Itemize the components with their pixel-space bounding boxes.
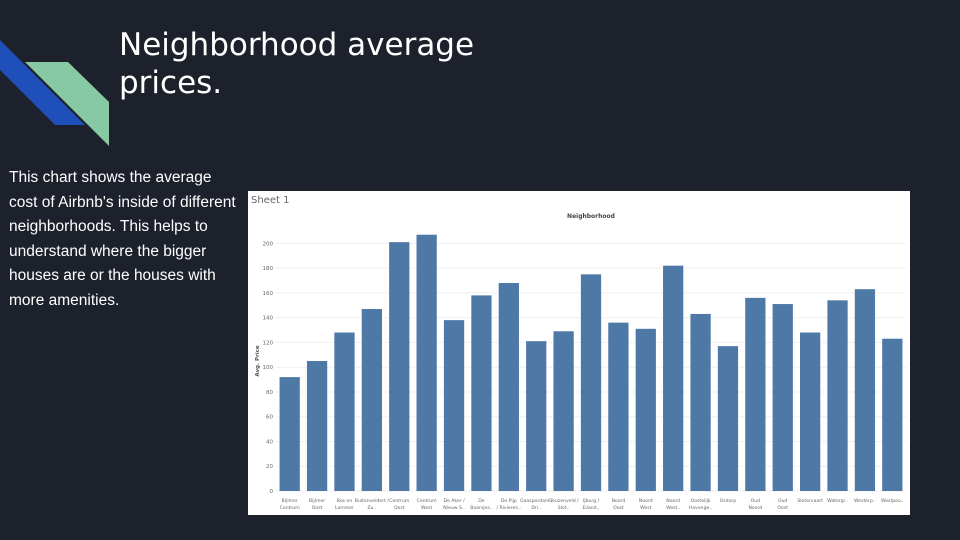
x-tick-label: IJburg / xyxy=(583,498,600,504)
bar xyxy=(334,332,355,491)
x-tick-label: Noord xyxy=(639,498,653,504)
y-axis-label: Avg. Price xyxy=(255,345,261,376)
x-tick-label: De xyxy=(478,498,485,504)
bar xyxy=(306,361,328,491)
bar xyxy=(443,320,465,491)
y-tick-label: 60 xyxy=(266,415,273,421)
bar xyxy=(361,309,383,491)
x-tick-label: Geuzenveld / xyxy=(549,498,580,504)
x-tick-label: Bos en xyxy=(337,498,353,504)
bar xyxy=(389,242,410,491)
x-tick-label: Noord xyxy=(612,498,626,504)
bar xyxy=(635,328,656,491)
y-tick-label: 0 xyxy=(270,489,274,495)
bar xyxy=(553,331,574,491)
bar xyxy=(608,322,629,491)
bar xyxy=(745,297,766,491)
blue-chevron-shape xyxy=(0,40,85,125)
y-tick-label: 80 xyxy=(266,390,273,396)
x-tick-label: Slot.. xyxy=(558,505,570,511)
x-tick-label: Centrum xyxy=(389,498,410,504)
y-tick-label: 160 xyxy=(263,291,274,297)
x-tick-label: Gaasperdam / xyxy=(520,498,553,504)
x-tick-label: Oost xyxy=(312,505,323,511)
bar xyxy=(717,346,739,491)
y-tick-label: 100 xyxy=(263,365,274,371)
x-tick-label: Slotervaart xyxy=(797,498,823,504)
x-tick-label: Zu.. xyxy=(367,505,376,511)
x-tick-label: Oud xyxy=(751,498,761,504)
bar xyxy=(772,304,793,491)
slide-description: This chart shows the average cost of Air… xyxy=(9,169,236,309)
bar xyxy=(663,265,684,491)
x-tick-label: Lommer xyxy=(335,505,354,511)
x-tick-label: Oost xyxy=(394,505,405,511)
bar-chart: Neighborhood 0 20 40 60 80 100 120 140 160 180 200 A… xyxy=(255,213,906,511)
y-tick-label: 140 xyxy=(263,316,274,322)
x-tick-label: Eiland.. xyxy=(582,505,599,511)
y-tick-label: 120 xyxy=(263,340,274,346)
x-tick-label: West.. xyxy=(666,505,680,511)
sheet-label: Sheet 1 xyxy=(251,195,290,206)
y-tick-label: 200 xyxy=(263,241,274,247)
x-tick-label: / Rivieren.. xyxy=(496,505,521,511)
x-tick-label: Noord xyxy=(748,505,762,511)
x-tick-label: Oud xyxy=(778,498,788,504)
y-tick-label: 180 xyxy=(263,266,274,272)
x-tick-label: Nieuw S.. xyxy=(443,505,465,511)
x-tick-label: Dri.. xyxy=(531,505,541,511)
x-tick-label: Havenge.. xyxy=(689,505,712,511)
x-tick-label: De Aker / xyxy=(443,498,465,504)
chart-title: Neighborhood xyxy=(567,213,615,220)
x-tick-label: West xyxy=(640,505,651,511)
x-tick-label: Bijlmer xyxy=(309,498,325,504)
x-tick-label: Bijlmer xyxy=(282,498,298,504)
x-tick-label: Noord xyxy=(666,498,680,504)
green-chevron-shape xyxy=(25,62,109,146)
x-tick-label: Watergr.. xyxy=(827,498,848,504)
chart-panel: Sheet 1 Neighborhood 0 20 40 60 80 100 120 140 16… xyxy=(248,191,910,515)
x-tick-label: Buitenveldert / xyxy=(355,498,390,504)
bar xyxy=(799,332,821,491)
x-tick-label: Westpoo.. xyxy=(881,498,904,504)
y-tick-label: 20 xyxy=(266,464,273,470)
x-tick-label: Osdorp xyxy=(720,498,737,504)
y-tick-label: 40 xyxy=(266,439,273,445)
x-tick-label: Westerp.. xyxy=(854,498,876,504)
x-tick-label: West xyxy=(421,505,432,511)
x-tick-label: Centrum xyxy=(280,505,301,511)
x-tick-label: Baarsjes.. xyxy=(470,505,492,511)
x-tick-label: Centrum xyxy=(417,498,438,504)
bar xyxy=(827,300,848,491)
x-tick-label: De Pijp xyxy=(501,498,517,504)
x-tick-label: Oostelijk xyxy=(691,498,711,504)
bar xyxy=(882,338,903,491)
bar xyxy=(416,234,437,491)
corner-decoration xyxy=(0,40,109,146)
bar xyxy=(279,377,300,491)
bar xyxy=(854,289,876,491)
x-tick-label: Oost xyxy=(777,505,788,511)
bar xyxy=(690,313,711,491)
bar xyxy=(498,283,519,491)
slide-title: Neighborhood average prices. xyxy=(119,27,475,101)
bar xyxy=(580,274,602,491)
bar xyxy=(526,341,547,491)
x-tick-label: Oost xyxy=(613,505,624,511)
bar xyxy=(471,295,492,491)
